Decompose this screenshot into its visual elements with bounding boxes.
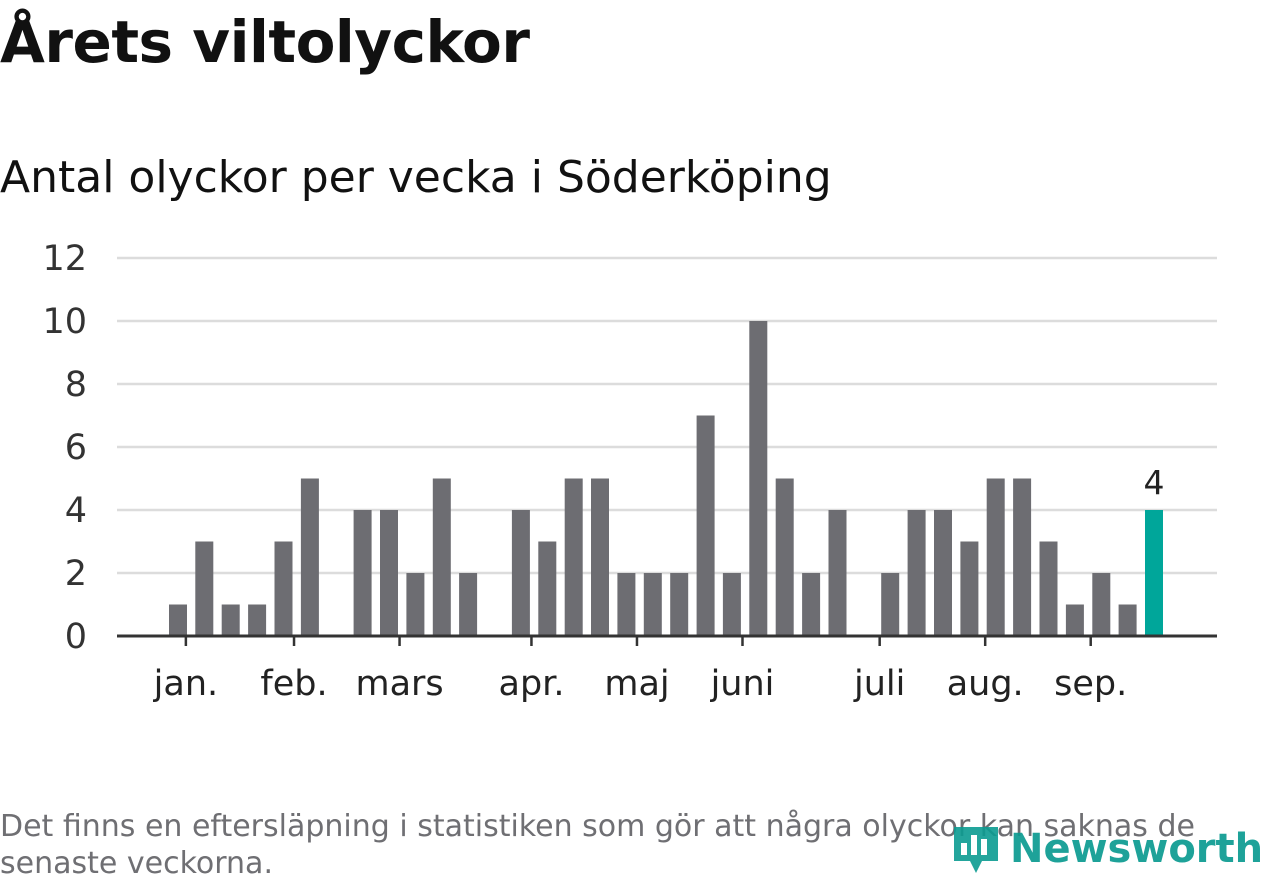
chart-title: Årets viltolyckor bbox=[0, 8, 530, 76]
bar bbox=[1092, 573, 1111, 636]
newsworthy-logo-icon bbox=[954, 827, 998, 873]
bar bbox=[195, 541, 214, 636]
y-tick-label: 0 bbox=[65, 617, 87, 657]
bar-highlight bbox=[1145, 510, 1163, 636]
x-tick-label: sep. bbox=[1054, 664, 1127, 704]
chart-subtitle: Antal olyckor per vecka i Söderköping bbox=[0, 152, 832, 203]
x-tick-label: juli bbox=[853, 664, 905, 704]
y-tick-label: 6 bbox=[65, 428, 87, 468]
bar bbox=[274, 541, 293, 636]
y-tick-label: 8 bbox=[65, 365, 87, 405]
bar bbox=[775, 478, 794, 636]
gridlines bbox=[117, 256, 1217, 575]
bar bbox=[221, 604, 240, 636]
bar bbox=[459, 573, 478, 636]
bar bbox=[934, 510, 952, 636]
bar bbox=[1013, 478, 1032, 636]
bar bbox=[169, 604, 187, 636]
bar bbox=[643, 573, 662, 636]
x-tick-label: juni bbox=[710, 664, 775, 704]
x-tick-label: maj bbox=[604, 664, 669, 704]
bar bbox=[406, 573, 425, 636]
bar bbox=[1118, 604, 1137, 636]
bar bbox=[1065, 604, 1084, 636]
bar bbox=[511, 510, 530, 636]
y-tick-label: 4 bbox=[65, 491, 87, 531]
bar bbox=[670, 573, 689, 636]
bar bbox=[986, 478, 1005, 636]
data-label: 4 bbox=[1144, 463, 1165, 502]
bar bbox=[591, 478, 609, 636]
bars bbox=[169, 321, 1163, 636]
bar bbox=[564, 478, 583, 636]
x-tick-label: feb. bbox=[260, 664, 327, 704]
bar bbox=[432, 478, 451, 636]
bar bbox=[380, 510, 398, 636]
brand-name: Newsworthy bbox=[1010, 826, 1262, 872]
x-tick-label: aug. bbox=[947, 664, 1024, 704]
bar bbox=[300, 478, 319, 636]
bar bbox=[617, 573, 636, 636]
x-tick-label: mars bbox=[356, 664, 444, 704]
newsworthy-logo: Newsworthy bbox=[950, 818, 1262, 880]
bar bbox=[538, 541, 557, 636]
bar bbox=[749, 321, 768, 636]
x-tick-label: jan. bbox=[153, 664, 218, 704]
y-tick-label: 12 bbox=[42, 239, 87, 279]
bar-chart: 0 2 4 6 8 10 12 4 jan. feb. mars apr. maj juni juli aug… bbox=[42, 239, 1217, 704]
axes: 0 2 4 6 8 10 12 4 jan. feb. mars apr. maj juni juli aug… bbox=[42, 239, 1217, 704]
bar bbox=[696, 415, 715, 636]
bar bbox=[722, 573, 741, 636]
bar bbox=[881, 573, 900, 636]
bar bbox=[907, 510, 926, 636]
bar bbox=[1039, 541, 1058, 636]
bar bbox=[248, 604, 267, 636]
bar bbox=[353, 510, 372, 636]
bar bbox=[802, 573, 821, 636]
bar bbox=[960, 541, 979, 636]
bar bbox=[828, 510, 847, 636]
y-tick-label: 2 bbox=[65, 554, 87, 594]
x-tick-label: apr. bbox=[499, 664, 565, 704]
y-tick-label: 10 bbox=[42, 302, 87, 342]
